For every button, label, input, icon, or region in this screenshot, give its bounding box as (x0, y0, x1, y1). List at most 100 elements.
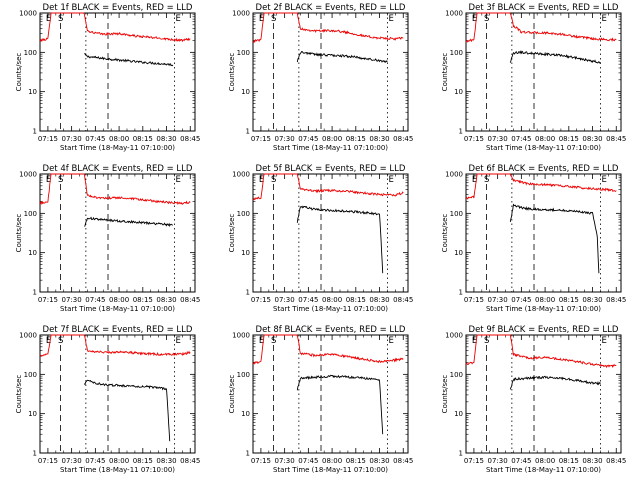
marker-s: S (271, 175, 276, 185)
y-tick-label: 10 (454, 88, 463, 96)
marker-e: E (601, 14, 606, 24)
marker-s: S (58, 336, 63, 346)
x-tick-label: 08:00 (322, 457, 342, 465)
plot-frame (465, 173, 622, 293)
panel-4: Det 4f BLACK = Events, RED = LLD 1 10 100 10… (15, 164, 200, 313)
panel-7: Det 7f BLACK = Events, RED = LLD 1 10 100 10… (15, 325, 200, 474)
lld-series-line (39, 173, 191, 206)
x-tick-label: 08:30 (156, 457, 176, 465)
marker-e: E (46, 175, 51, 185)
marker-s: S (58, 14, 63, 24)
marker-e: E (46, 14, 51, 24)
marker-s: S (484, 14, 489, 24)
y-tick-label: 100 (237, 210, 250, 218)
y-tick-label: 1000 (445, 10, 463, 18)
marker-e: E (388, 14, 393, 24)
x-tick-label: 07:15 (251, 457, 271, 465)
panel-6: Det 6f BLACK = Events, RED = LLD 1 10 100 10… (441, 164, 626, 313)
y-tick-label: 100 (237, 371, 250, 379)
x-tick-label: 08:45 (393, 135, 413, 143)
marker-s: S (271, 336, 276, 346)
panel-title: Det 9f BLACK = Events, RED = LLD (469, 325, 619, 335)
panel-title: Det 7f BLACK = Events, RED = LLD (43, 325, 193, 335)
plot-frame (39, 12, 196, 132)
x-tick-label: 07:15 (464, 135, 484, 143)
x-tick-label: 08:15 (133, 135, 153, 143)
marker-e: E (175, 175, 180, 185)
marker-s: S (58, 175, 63, 185)
y-tick-label: 100 (450, 210, 463, 218)
x-tick-label: 08:00 (535, 135, 555, 143)
x-tick-label: 07:15 (464, 457, 484, 465)
lld-series-line (39, 334, 191, 357)
x-tick-label: 07:30 (275, 457, 295, 465)
events-series-line (296, 205, 384, 274)
panel-title: Det 3f BLACK = Events, RED = LLD (469, 3, 619, 13)
x-tick-label: 07:45 (85, 135, 105, 143)
y-tick-label: 1 (459, 128, 463, 136)
x-axis-label: Start Time (18-May-11 07:10:00) (273, 144, 388, 152)
x-tick-label: 07:45 (298, 296, 318, 304)
x-tick-label: 07:15 (251, 135, 271, 143)
x-tick-label: 08:00 (109, 296, 129, 304)
marker-s: S (271, 14, 276, 24)
x-axis-label: Start Time (18-May-11 07:10:00) (60, 305, 175, 313)
lld-series-line (253, 334, 404, 365)
y-tick-label: 1000 (445, 171, 463, 179)
plot-frame (252, 173, 409, 293)
marker-e: E (472, 336, 477, 346)
panel-9: Det 9f BLACK = Events, RED = LLD 1 10 100 10… (441, 325, 626, 474)
y-tick-label: 100 (24, 49, 37, 57)
x-tick-label: 08:00 (322, 296, 342, 304)
events-series-line (296, 374, 384, 435)
x-tick-label: 07:30 (275, 296, 295, 304)
plot-frame (252, 12, 409, 132)
y-axis-label: Counts/sec (15, 214, 23, 253)
y-tick-label: 1 (33, 450, 37, 458)
x-tick-label: 08:00 (535, 457, 555, 465)
y-tick-label: 1000 (19, 10, 37, 18)
x-tick-label: 08:15 (559, 457, 579, 465)
marker-s: S (484, 175, 489, 185)
x-tick-label: 08:45 (180, 135, 200, 143)
x-tick-label: 08:15 (346, 296, 366, 304)
x-tick-label: 07:45 (85, 296, 105, 304)
panel-title: Det 5f BLACK = Events, RED = LLD (256, 164, 406, 174)
marker-e: E (175, 14, 180, 24)
x-tick-label: 08:30 (582, 457, 602, 465)
events-series-line (296, 51, 388, 63)
x-tick-label: 07:15 (464, 296, 484, 304)
plot-frame (39, 334, 196, 454)
events-series-line (84, 216, 174, 228)
panel-title: Det 2f BLACK = Events, RED = LLD (256, 3, 406, 13)
x-axis-label: Start Time (18-May-11 07:10:00) (60, 466, 175, 474)
y-tick-label: 1000 (445, 332, 463, 340)
x-tick-label: 08:45 (606, 296, 626, 304)
y-tick-label: 1000 (232, 10, 250, 18)
x-tick-label: 07:15 (251, 296, 271, 304)
panel-1: Det 1f BLACK = Events, RED = LLD 1 10 100 10… (15, 3, 200, 152)
y-axis-label: Counts/sec (441, 53, 449, 92)
panel-3: Det 3f BLACK = Events, RED = LLD 1 10 100 10… (441, 3, 626, 152)
panel-title: Det 8f BLACK = Events, RED = LLD (256, 325, 406, 335)
x-tick-label: 07:30 (275, 135, 295, 143)
x-tick-label: 08:15 (559, 135, 579, 143)
y-tick-label: 1 (459, 450, 463, 458)
x-tick-label: 08:30 (369, 135, 389, 143)
marker-e: E (46, 336, 51, 346)
x-tick-label: 08:30 (369, 296, 389, 304)
y-tick-label: 100 (24, 210, 37, 218)
y-axis-label: Counts/sec (15, 53, 23, 92)
x-tick-label: 08:15 (559, 296, 579, 304)
y-tick-label: 1 (459, 289, 463, 297)
y-axis-label: Counts/sec (228, 214, 236, 253)
y-tick-label: 10 (28, 88, 37, 96)
x-tick-label: 07:15 (38, 296, 58, 304)
x-tick-label: 08:30 (582, 135, 602, 143)
x-tick-label: 07:30 (488, 296, 508, 304)
x-tick-label: 07:45 (85, 457, 105, 465)
x-tick-label: 07:15 (38, 135, 58, 143)
y-tick-label: 1000 (19, 171, 37, 179)
x-tick-label: 07:45 (511, 457, 531, 465)
